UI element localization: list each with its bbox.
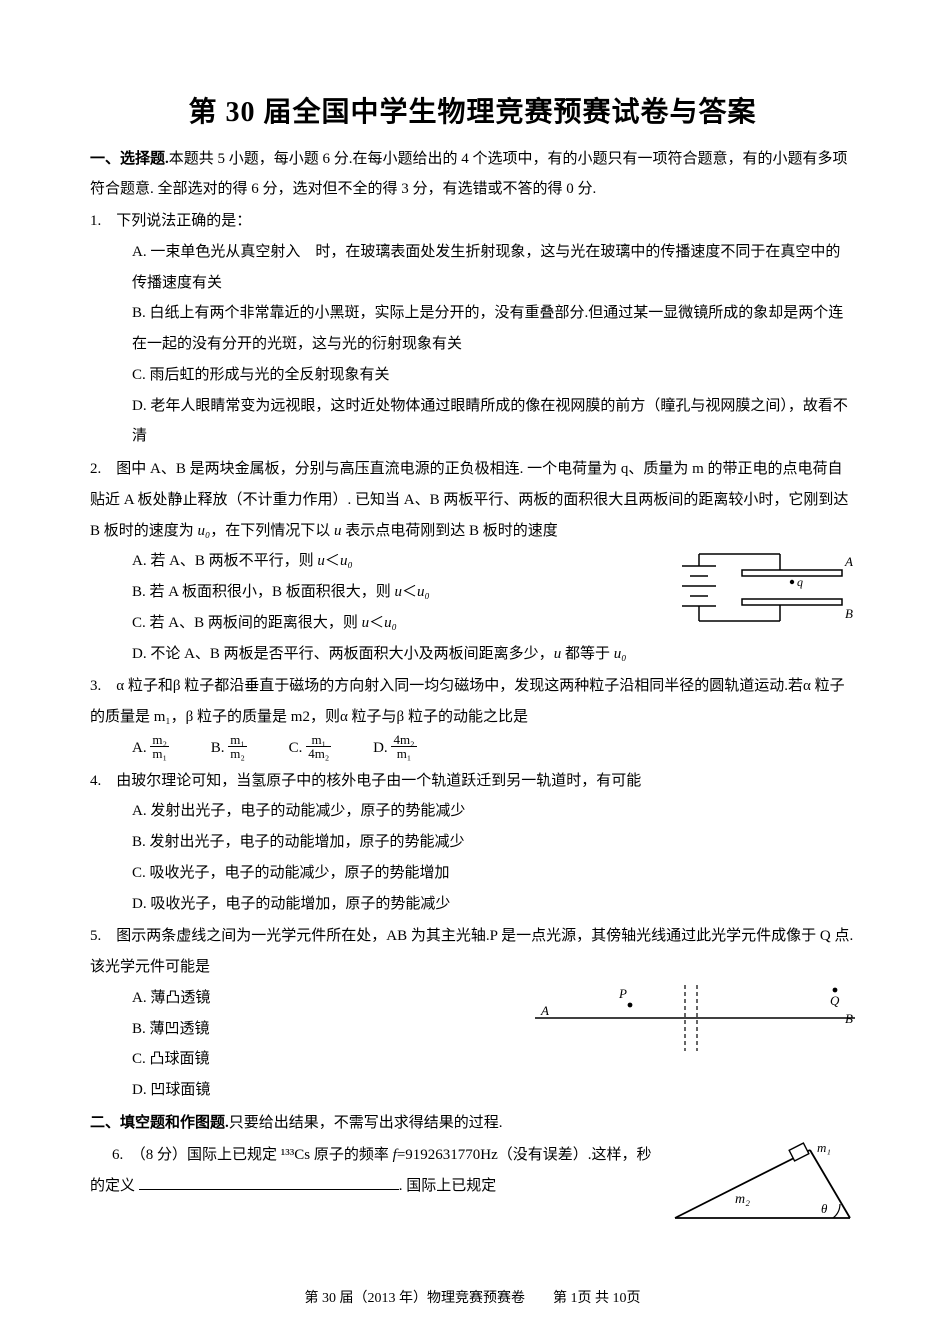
q6-figure: m₁ m₂ θ bbox=[665, 1140, 855, 1225]
q2-stem-b: ，在下列情况下以 bbox=[210, 523, 334, 539]
q2-fig-q: q bbox=[797, 575, 803, 589]
q2-option-d: D. 不论 A、B 两板是否平行、两板面积大小及两板间距离多少，u 都等于 u₀ bbox=[90, 639, 855, 670]
q3-option-c: C. m₁4m₂ bbox=[289, 733, 332, 764]
section-2-instructions: 只要给出结果，不需写出求得结果的过程. bbox=[229, 1115, 503, 1131]
q3-option-d: D. 4m₂m₁ bbox=[373, 733, 417, 764]
q6-fig-m2: m₂ bbox=[735, 1192, 750, 1207]
q4-option-a: A. 发射出光子，电子的动能减少，原子的势能减少 bbox=[90, 796, 855, 827]
q6-stem-d: . 国际上已规定 bbox=[399, 1178, 497, 1194]
q2-fig-a: A bbox=[844, 554, 853, 569]
q5-fig-b: B bbox=[845, 1011, 853, 1026]
q5-figure: A B P Q bbox=[535, 983, 855, 1053]
q5-fig-q: Q bbox=[830, 993, 840, 1008]
q5-option-d: D. 凹球面镜 bbox=[90, 1075, 855, 1106]
q6-num: 6. bbox=[112, 1147, 123, 1163]
q6-fig-m1: m₁ bbox=[817, 1140, 831, 1155]
q3-stem: α 粒子和β 粒子都沿垂直于磁场的方向射入同一均匀磁场中，发现这两种粒子沿相同半… bbox=[90, 678, 845, 725]
q6-stem-b: 原子的频率 bbox=[310, 1147, 393, 1163]
q4-num: 4. bbox=[90, 773, 101, 789]
q2-figure: q A B bbox=[680, 546, 855, 641]
question-6: m₁ m₂ θ 6. （8 分）国际上已规定 ¹³³Cs 原子的频率 f=919… bbox=[90, 1140, 855, 1202]
section-1-name: 一、选择题. bbox=[90, 151, 169, 167]
q3-option-b: B. m₁m₂ bbox=[211, 733, 247, 764]
q5-fig-p: P bbox=[618, 986, 627, 1001]
q1-num: 1. bbox=[90, 213, 101, 229]
question-2: 2. 图中 A、B 是两块金属板，分别与高压直流电源的正负极相连. 一个电荷量为… bbox=[90, 454, 855, 669]
q6-iso: ¹³³Cs bbox=[281, 1147, 310, 1163]
section-1-instructions: 本题共 5 小题，每小题 6 分.在每小题给出的 4 个选项中，有的小题只有一项… bbox=[90, 151, 848, 197]
q2-fig-b: B bbox=[845, 606, 853, 621]
question-1: 1. 下列说法正确的是： A. 一束单色光从真空射入 时，在玻璃表面处发生折射现… bbox=[90, 206, 855, 452]
q2-stem-c: 表示点电荷刚到达 B 板时的速度 bbox=[342, 523, 558, 539]
question-3: 3. α 粒子和β 粒子都沿垂直于磁场的方向射入同一均匀磁场中，发现这两种粒子沿… bbox=[90, 671, 855, 763]
q1-stem: 下列说法正确的是： bbox=[116, 213, 251, 229]
question-4: 4. 由玻尔理论可知，当氢原子中的核外电子由一个轨道跃迁到另一轨道时，有可能 A… bbox=[90, 766, 855, 920]
q1-option-d: D. 老年人眼睛常变为远视眼，这时近处物体通过眼睛所成的像在视网膜的前方（瞳孔与… bbox=[90, 391, 855, 453]
q2-u-s: u bbox=[334, 523, 342, 539]
q2-u0-1: u₀ bbox=[198, 523, 211, 539]
q6-fig-theta: θ bbox=[821, 1201, 828, 1216]
q4-option-c: C. 吸收光子，电子的动能减少，原子的势能增加 bbox=[90, 858, 855, 889]
q2-num: 2. bbox=[90, 461, 101, 477]
q4-option-d: D. 吸收光子，电子的动能增加，原子的势能减少 bbox=[90, 889, 855, 920]
q6-blank bbox=[139, 1176, 399, 1190]
q3-option-a: A. m₂m₁ bbox=[132, 733, 169, 764]
section-2-name: 二、填空题和作图题. bbox=[90, 1115, 229, 1131]
q1-option-b: B. 白纸上有两个非常靠近的小黑斑，实际上是分开的，没有重叠部分.但通过某一显微… bbox=[90, 298, 855, 360]
q4-option-b: B. 发射出光子，电子的动能增加，原子的势能减少 bbox=[90, 827, 855, 858]
q1-option-c: C. 雨后虹的形成与光的全反射现象有关 bbox=[90, 360, 855, 391]
question-5: 5. 图示两条虚线之间为一光学元件所在处，AB 为其主光轴.P 是一点光源，其傍… bbox=[90, 921, 855, 1106]
q5-fig-a: A bbox=[540, 1003, 549, 1018]
q1-option-a: A. 一束单色光从真空射入 时，在玻璃表面处发生折射现象，这与光在玻璃中的传播速… bbox=[90, 237, 855, 299]
page-footer: 第 30 届（2013 年）物理竞赛预赛卷 第 1页 共 10页 bbox=[0, 1287, 945, 1307]
q5-stem: 图示两条虚线之间为一光学元件所在处，AB 为其主光轴.P 是一点光源，其傍轴光线… bbox=[90, 928, 853, 975]
q4-stem: 由玻尔理论可知，当氢原子中的核外电子由一个轨道跃迁到另一轨道时，有可能 bbox=[116, 773, 641, 789]
page-title: 第 30 届全国中学生物理竞赛预赛试卷与答案 bbox=[90, 90, 855, 130]
section-1-header: 一、选择题.本题共 5 小题，每小题 6 分.在每小题给出的 4 个选项中，有的… bbox=[90, 144, 855, 204]
q6-stem-a: （8 分）国际上已规定 bbox=[138, 1147, 281, 1163]
q5-num: 5. bbox=[90, 928, 101, 944]
section-2-header: 二、填空题和作图题.只要给出结果，不需写出求得结果的过程. bbox=[90, 1108, 855, 1138]
q3-num: 3. bbox=[90, 678, 101, 694]
